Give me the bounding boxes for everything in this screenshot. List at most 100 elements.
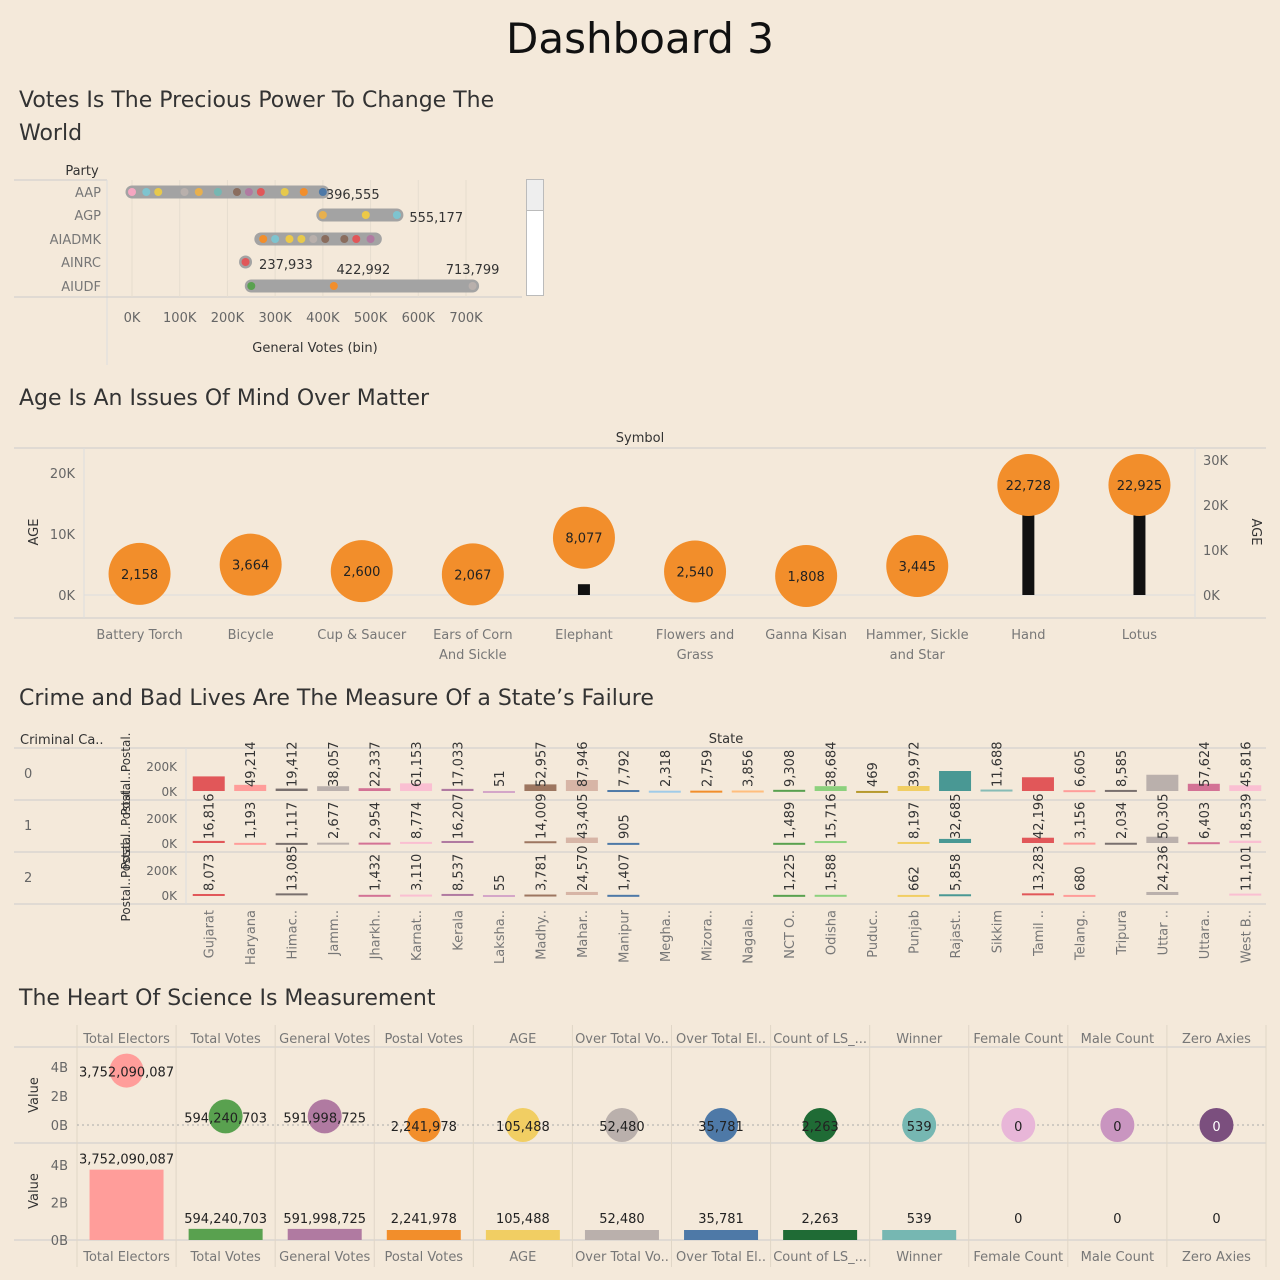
measure-bar-label: 539 xyxy=(907,1212,932,1227)
measure-footer: AGE xyxy=(509,1250,536,1265)
measure-bottom-y-tick: 2B xyxy=(51,1197,68,1212)
party-dot xyxy=(232,188,241,196)
crime-value-label: 8,073 xyxy=(203,854,218,891)
party-dot xyxy=(128,188,136,196)
age-category-label: Hand xyxy=(1011,628,1045,643)
measure-bar-label: 2,241,978 xyxy=(391,1212,457,1227)
age-left-tick: 10K xyxy=(50,528,76,543)
measure-bottom-axis-title: Value xyxy=(27,1173,42,1209)
party-dot xyxy=(329,282,338,290)
crime-value-label: 49,214 xyxy=(244,742,259,788)
crime-bar xyxy=(192,776,225,791)
measure-bar-label: 591,998,725 xyxy=(283,1212,366,1227)
crime-bar xyxy=(275,842,308,845)
crime-value-label: 5,858 xyxy=(949,854,964,891)
age-circle xyxy=(219,533,282,596)
party-dot xyxy=(299,188,308,196)
crime-state-label: Uttar .. xyxy=(1156,910,1171,955)
party-value-label: 555,177 xyxy=(409,211,463,226)
party-list-scrollbar[interactable] xyxy=(526,179,544,296)
crime-bar xyxy=(1104,842,1137,845)
age-stem-bar xyxy=(1022,492,1035,595)
section-title-crime: Crime and Bad Lives Are The Measure Of a… xyxy=(19,686,654,711)
crime-value-label: 43,405 xyxy=(576,794,591,840)
party-x-tick: 600K xyxy=(402,311,436,326)
crime-state-label: Telang.. xyxy=(1073,910,1088,961)
crime-y-tick: 200K xyxy=(146,864,178,878)
crime-bar xyxy=(400,894,433,897)
scrollbar-thumb[interactable] xyxy=(527,180,543,211)
measure-header: Total Votes xyxy=(190,1032,261,1047)
party-value-label: 713,799 xyxy=(446,263,500,278)
crime-value-label: 52,957 xyxy=(534,742,549,788)
age-circle xyxy=(886,534,949,597)
crime-row-header: Criminal Ca.. xyxy=(20,733,104,748)
crime-bar xyxy=(565,780,598,791)
crime-value-label: 13,085 xyxy=(286,846,301,892)
crime-bar xyxy=(897,894,930,897)
crime-value-label: 55 xyxy=(493,874,508,891)
crime-bar xyxy=(773,894,806,897)
party-dot xyxy=(285,235,294,243)
crime-bar xyxy=(1063,790,1096,793)
crime-value-label: 2,034 xyxy=(1115,802,1130,839)
party-x-tick: 0K xyxy=(124,311,141,326)
crime-value-label: 19,412 xyxy=(286,742,301,788)
age-category-label: Elephant xyxy=(555,628,613,643)
party-value-label: 396,555 xyxy=(326,188,380,203)
crime-value-label: 2,759 xyxy=(700,750,715,787)
crime-value-label: 57,624 xyxy=(1198,742,1213,788)
crime-header: State xyxy=(709,732,743,747)
crime-bar xyxy=(1187,842,1220,845)
crime-bar xyxy=(1146,891,1179,895)
measure-top-y-tick: 4B xyxy=(51,1061,68,1076)
party-value-label: 422,992 xyxy=(337,263,391,278)
measure-circle-label: 539 xyxy=(907,1120,932,1135)
crime-y-tick: 200K xyxy=(146,812,178,826)
crime-state-label: Tripura xyxy=(1115,910,1130,956)
measure-bar xyxy=(783,1230,858,1240)
crime-value-label: 6,403 xyxy=(1198,802,1213,839)
measure-circle-label: 2,263 xyxy=(802,1120,839,1135)
crime-bar xyxy=(565,837,598,843)
crime-value-label: 50,305 xyxy=(1156,794,1171,840)
measure-top-y-tick: 0B xyxy=(51,1119,68,1134)
measure-circle-label: 3,752,090,087 xyxy=(79,1066,174,1081)
crime-row-axis-title: Postal..Postal. xyxy=(119,732,133,815)
party-dot xyxy=(340,235,349,243)
party-dot xyxy=(213,188,222,196)
party-dot xyxy=(142,188,151,196)
measure-footer: General Votes xyxy=(279,1250,370,1265)
crime-bar xyxy=(731,790,764,793)
measure-bar xyxy=(287,1228,362,1240)
age-circle-label: 22,728 xyxy=(1006,479,1052,494)
crime-bar xyxy=(358,788,391,791)
measure-circle xyxy=(902,1108,937,1142)
measure-bar xyxy=(584,1230,659,1240)
crime-bar xyxy=(400,783,433,791)
age-circle-label: 22,925 xyxy=(1117,479,1163,494)
crime-state-label: Nagala.. xyxy=(742,910,757,964)
age-circle-label: 2,540 xyxy=(676,566,713,581)
crime-state-label: Rajast.. xyxy=(949,910,964,958)
party-x-tick: 500K xyxy=(354,311,388,326)
measure-footer: Over Total El.. xyxy=(676,1250,766,1265)
measure-circle xyxy=(1199,1108,1234,1142)
measure-header: Over Total El.. xyxy=(676,1032,766,1047)
measure-header: Count of LS_... xyxy=(773,1032,867,1047)
crime-state-label: West B.. xyxy=(1239,910,1254,963)
measure-footer: Count of LS_... xyxy=(773,1250,867,1265)
party-dot xyxy=(247,282,256,290)
crime-bar xyxy=(773,789,806,792)
party-row-label: AIADMK xyxy=(50,233,102,248)
age-right-axis-title: AGE xyxy=(1248,519,1263,546)
crime-value-label: 38,057 xyxy=(327,742,342,788)
measure-circle xyxy=(1100,1108,1135,1142)
measure-bottom-y-tick: 4B xyxy=(51,1159,68,1174)
crime-bar xyxy=(814,786,847,791)
measure-bar xyxy=(485,1230,560,1240)
age-circle-label: 2,600 xyxy=(343,565,380,580)
crime-value-label: 8,585 xyxy=(1115,750,1130,787)
age-category-label: Hammer, Sickle and Star xyxy=(866,628,969,663)
measure-footer: Winner xyxy=(896,1250,943,1265)
